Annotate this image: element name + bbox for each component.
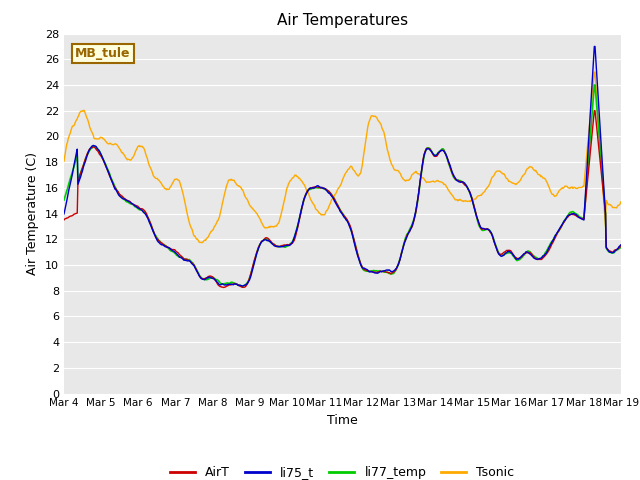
Title: Air Temperatures: Air Temperatures [277, 13, 408, 28]
Y-axis label: Air Temperature (C): Air Temperature (C) [26, 152, 39, 275]
X-axis label: Time: Time [327, 414, 358, 427]
Text: MB_tule: MB_tule [75, 47, 131, 60]
Legend: AirT, li75_t, li77_temp, Tsonic: AirT, li75_t, li77_temp, Tsonic [165, 461, 520, 480]
